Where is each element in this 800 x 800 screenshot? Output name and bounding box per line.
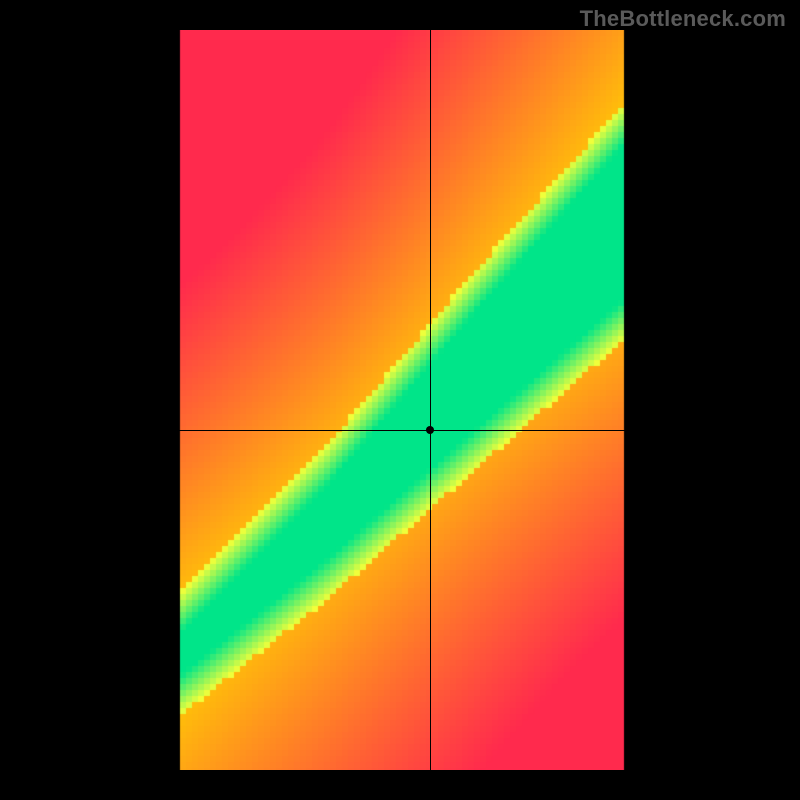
crosshair-horizontal [30, 430, 770, 431]
bottleneck-heatmap [30, 30, 770, 770]
crosshair-vertical [430, 30, 431, 770]
watermark-text: TheBottleneck.com [580, 6, 786, 32]
selection-marker [426, 426, 434, 434]
heatmap-canvas [30, 30, 770, 770]
